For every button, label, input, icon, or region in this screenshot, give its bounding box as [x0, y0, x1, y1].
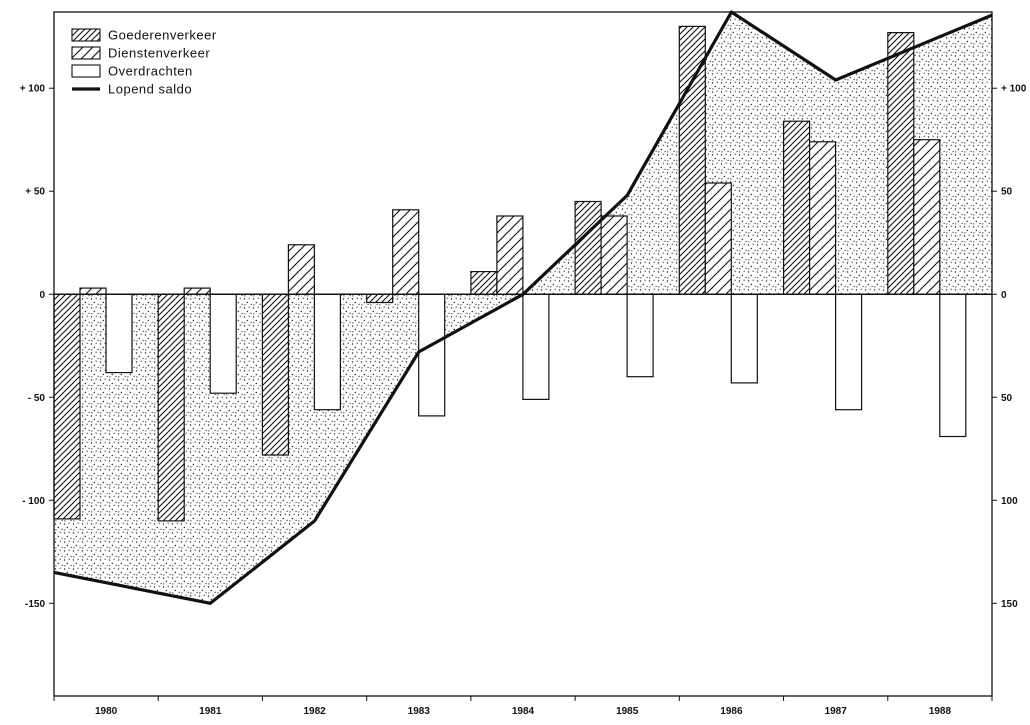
legend-label-diensten: Dienstenverkeer — [108, 46, 210, 61]
x-tick-label-1982: 1982 — [303, 706, 326, 717]
bar-goederen-1983 — [367, 294, 393, 302]
bar-diensten-1984 — [497, 216, 523, 294]
bar-goederen-1987 — [784, 121, 810, 294]
bar-goederen-1980 — [54, 294, 80, 519]
y-tick-label-left: 0 — [39, 290, 45, 301]
legend-label-overdrachten: Overdrachten — [108, 64, 193, 79]
bar-goederen-1982 — [262, 294, 288, 455]
bar-overdrachten-1982 — [314, 294, 340, 409]
bar-overdrachten-1981 — [210, 294, 236, 393]
bar-goederen-1981 — [158, 294, 184, 521]
x-tick-label-1981: 1981 — [199, 706, 222, 717]
bar-overdrachten-1988 — [940, 294, 966, 436]
y-tick-label-left: + 50 — [25, 187, 45, 198]
x-tick-label-1985: 1985 — [616, 706, 639, 717]
y-tick-label-left: + 100 — [20, 84, 46, 95]
legend-swatch-overdrachten — [72, 65, 100, 77]
x-tick-label-1986: 1986 — [720, 706, 743, 717]
y-tick-label-right: 0 — [1001, 290, 1007, 301]
bar-diensten-1985 — [601, 216, 627, 294]
bar-diensten-1980 — [80, 288, 106, 294]
bar-overdrachten-1986 — [731, 294, 757, 383]
bar-diensten-1983 — [393, 210, 419, 294]
x-tick-label-1983: 1983 — [408, 706, 431, 717]
bar-diensten-1986 — [705, 183, 731, 294]
legend-swatch-diensten — [72, 47, 100, 59]
bar-overdrachten-1985 — [627, 294, 653, 376]
bar-goederen-1988 — [888, 33, 914, 295]
legend-swatch-goederen — [72, 29, 100, 41]
bar-diensten-1988 — [914, 140, 940, 295]
x-tick-label-1988: 1988 — [929, 706, 952, 717]
bar-overdrachten-1987 — [836, 294, 862, 409]
x-tick-label-1980: 1980 — [95, 706, 118, 717]
x-tick-label-1984: 1984 — [512, 706, 535, 717]
bar-goederen-1984 — [471, 272, 497, 295]
bar-goederen-1985 — [575, 202, 601, 295]
y-tick-label-left: - 50 — [28, 393, 46, 404]
y-tick-label-right: 150 — [1001, 599, 1018, 610]
bar-diensten-1982 — [288, 245, 314, 294]
bar-diensten-1981 — [184, 288, 210, 294]
bar-diensten-1987 — [810, 142, 836, 294]
bar-overdrachten-1980 — [106, 294, 132, 372]
y-tick-label-right: 100 — [1001, 496, 1018, 507]
y-tick-label-right: 50 — [1001, 393, 1013, 404]
legend-label-saldo: Lopend saldo — [108, 82, 192, 97]
legend-label-goederen: Goederenverkeer — [108, 28, 217, 43]
y-tick-label-left: -150 — [25, 599, 45, 610]
y-tick-label-left: - 100 — [22, 496, 45, 507]
y-tick-label-right: 50 — [1001, 187, 1013, 198]
bar-overdrachten-1984 — [523, 294, 549, 399]
x-tick-label-1987: 1987 — [825, 706, 848, 717]
legend: Goederenverkeer Dienstenverkeer Overdracht… — [72, 28, 217, 97]
bar-overdrachten-1983 — [419, 294, 445, 416]
y-tick-label-right: + 100 — [1001, 84, 1027, 95]
